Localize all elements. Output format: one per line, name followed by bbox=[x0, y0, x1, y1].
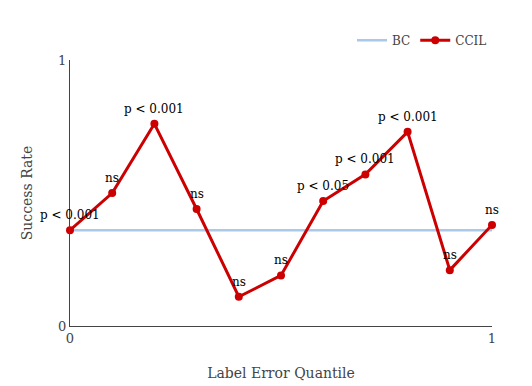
svg-text:p < 0.001: p < 0.001 bbox=[40, 208, 100, 222]
svg-text:ns: ns bbox=[105, 171, 119, 185]
svg-text:ns: ns bbox=[274, 253, 288, 267]
svg-text:0: 0 bbox=[66, 331, 74, 346]
svg-text:ns: ns bbox=[443, 248, 457, 262]
svg-text:1: 1 bbox=[58, 53, 66, 68]
svg-text:p < 0.05: p < 0.05 bbox=[297, 179, 349, 193]
svg-text:p < 0.001: p < 0.001 bbox=[335, 152, 395, 166]
svg-text:BC: BC bbox=[392, 34, 410, 48]
svg-text:Success Rate: Success Rate bbox=[19, 146, 35, 241]
svg-text:ns: ns bbox=[485, 203, 499, 217]
svg-text:Label Error Quantile: Label Error Quantile bbox=[207, 365, 355, 381]
svg-text:CCIL: CCIL bbox=[455, 34, 486, 48]
svg-text:1: 1 bbox=[488, 331, 496, 346]
svg-text:ns: ns bbox=[232, 275, 246, 289]
svg-text:p < 0.001: p < 0.001 bbox=[124, 102, 184, 116]
svg-text:0: 0 bbox=[58, 319, 66, 334]
svg-text:ns: ns bbox=[190, 187, 204, 201]
svg-text:p < 0.001: p < 0.001 bbox=[378, 110, 438, 124]
